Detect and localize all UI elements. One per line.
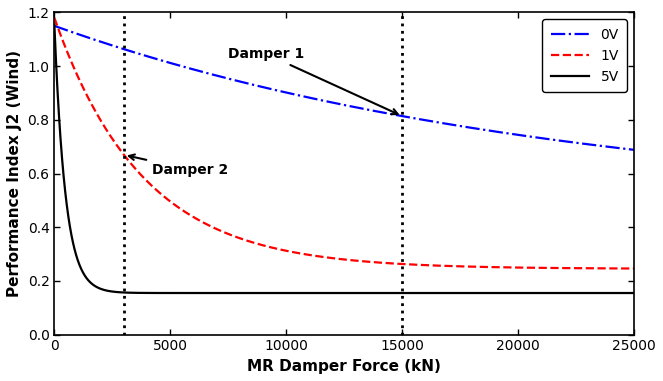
1V — [619, 266, 627, 271]
0V — [50, 24, 58, 28]
Line: 0V: 0V — [54, 26, 634, 150]
0V — [631, 147, 638, 152]
1V — [50, 16, 58, 20]
0V — [556, 138, 564, 143]
1V — [272, 247, 280, 251]
1V — [631, 266, 638, 271]
Text: Damper 1: Damper 1 — [228, 47, 398, 114]
1V — [117, 148, 125, 152]
Text: Damper 2: Damper 2 — [129, 154, 228, 176]
Legend: 0V, 1V, 5V: 0V, 1V, 5V — [542, 19, 627, 92]
1V — [298, 251, 306, 256]
1V — [151, 186, 159, 191]
5V — [631, 291, 638, 295]
1V — [556, 266, 564, 271]
5V — [151, 291, 159, 295]
Y-axis label: Performance Index J2 (Wind): Performance Index J2 (Wind) — [7, 50, 22, 297]
0V — [272, 88, 280, 93]
Line: 5V: 5V — [54, 24, 634, 293]
5V — [50, 22, 58, 27]
5V — [619, 291, 627, 295]
0V — [117, 46, 125, 50]
0V — [619, 146, 627, 151]
5V — [556, 291, 564, 295]
5V — [298, 291, 306, 295]
X-axis label: MR Damper Force (kN): MR Damper Force (kN) — [247, 359, 441, 374]
0V — [151, 56, 159, 61]
5V — [117, 290, 125, 295]
Line: 1V: 1V — [54, 18, 634, 269]
5V — [483, 291, 491, 295]
5V — [272, 291, 280, 295]
0V — [298, 94, 306, 98]
